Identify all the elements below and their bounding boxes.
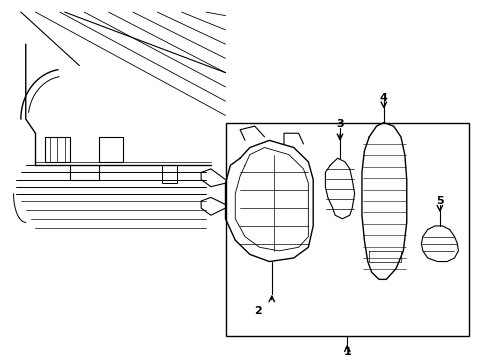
Bar (225, 122, 469, 336)
Text: 4: 4 (380, 93, 388, 103)
Text: 1: 1 (343, 347, 351, 357)
Text: 3: 3 (336, 120, 344, 129)
Text: 5: 5 (436, 196, 444, 206)
Text: 2: 2 (254, 306, 262, 316)
